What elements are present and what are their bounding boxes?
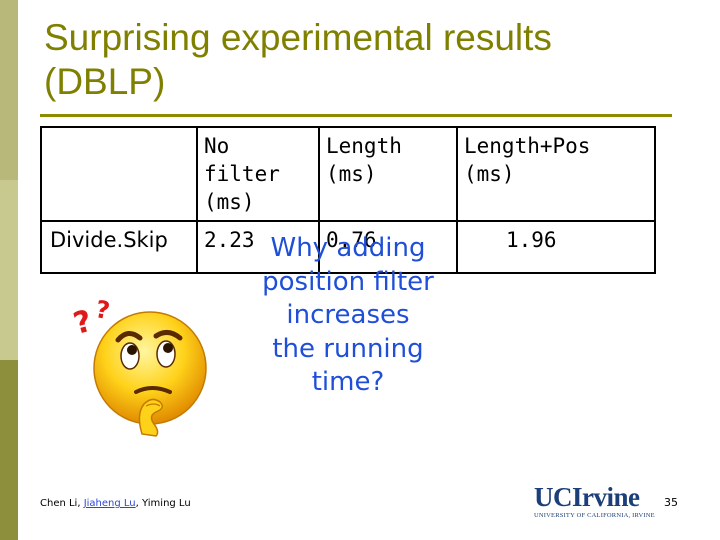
results-table: No filter (ms) Length (ms) Length+Pos (m…	[40, 126, 656, 274]
cell-length-pos: 1.96	[456, 220, 656, 274]
left-accent-bar	[0, 0, 18, 540]
footer-authors: Chen Li, Jiaheng Lu, Yiming Lu	[40, 498, 191, 509]
table-row: Divide.Skip 2.23 0.76 1.96	[40, 220, 656, 274]
svg-text:?: ?	[70, 304, 96, 342]
header-length: Length (ms)	[318, 126, 458, 222]
title-divider	[40, 114, 672, 117]
cell-length: 0.76	[318, 220, 458, 274]
slide-title: Surprising experimental results (DBLP)	[44, 17, 552, 102]
header-no-filter: No filter (ms)	[196, 126, 320, 222]
header-length-pos: Length+Pos (ms)	[456, 126, 656, 222]
svg-text:?: ?	[93, 295, 112, 325]
question-text: Why adding position filter increases the…	[262, 233, 434, 397]
author-jiaheng-lu-link[interactable]: Jiaheng Lu	[83, 498, 136, 509]
row-label-divide-skip: Divide.Skip	[40, 220, 198, 274]
uc-irvine-logo: UCIrvine UNIVERSITY OF CALIFORNIA, IRVIN…	[534, 482, 655, 520]
logo-wordmark: UCIrvine	[534, 482, 640, 512]
logo-subtitle: UNIVERSITY OF CALIFORNIA, IRVINE	[534, 512, 655, 519]
author-yiming-lu: , Yiming Lu	[135, 498, 191, 509]
thinking-face-icon: ? ?	[70, 288, 210, 442]
author-chen-li: Chen Li,	[40, 498, 84, 509]
table-corner-cell	[40, 126, 198, 222]
cell-no-filter: 2.23	[196, 220, 320, 274]
table-header-row: No filter (ms) Length (ms) Length+Pos (m…	[40, 126, 656, 222]
page-number: 35	[664, 496, 678, 509]
